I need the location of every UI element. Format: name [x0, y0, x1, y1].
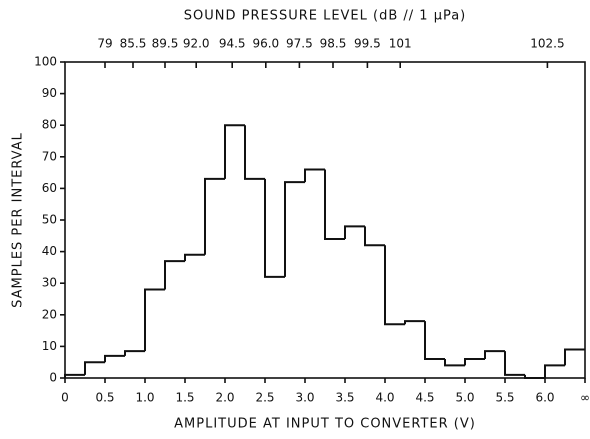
y-tick-label: 90 — [42, 86, 57, 100]
top-tick-label: 85.5 — [120, 37, 147, 51]
x-tick-label: 2.0 — [215, 391, 234, 405]
histogram-step — [204, 177, 225, 255]
histogram-step — [324, 169, 345, 240]
histogram-step — [104, 354, 125, 363]
x-tick-label: 1.0 — [135, 391, 154, 405]
histogram-step — [364, 226, 385, 247]
histogram-step — [264, 178, 285, 278]
y-tick-label: 10 — [42, 339, 57, 353]
histogram-step — [524, 374, 545, 379]
top-tick-label: 94.5 — [219, 37, 246, 51]
histogram-step — [124, 350, 145, 356]
histogram-step — [144, 288, 165, 352]
top-tick-label: 97.5 — [286, 37, 313, 51]
x-tick-label: 3.0 — [295, 391, 314, 405]
top-tick-label: 101 — [389, 37, 412, 51]
histogram-step — [444, 359, 465, 367]
histogram-step — [64, 373, 85, 378]
histogram-step — [344, 225, 365, 239]
y-tick-label: 80 — [42, 118, 57, 132]
histogram-step — [304, 168, 325, 183]
top-tick-label: 96.0 — [252, 37, 279, 51]
y-tick-label: 40 — [42, 244, 57, 258]
histogram-step — [84, 361, 105, 375]
top-tick-label: 89.5 — [152, 37, 179, 51]
x-tick-label: 4.0 — [375, 391, 394, 405]
y-tick-label: 30 — [42, 276, 57, 290]
x-tick-label: 1.5 — [175, 391, 194, 405]
top-tick-label: 99.5 — [354, 37, 381, 51]
y-tick-label: 0 — [49, 371, 57, 385]
histogram-step — [384, 245, 405, 326]
histogram-step — [164, 260, 185, 290]
x-tick-label: ∞ — [580, 391, 590, 405]
x-tick-label: 5.0 — [455, 391, 474, 405]
x-tick-label: 3.5 — [335, 391, 354, 405]
x-tick-label: 0.5 — [95, 391, 114, 405]
y-axis-title: SAMPLES PER INTERVAL — [11, 132, 26, 308]
histogram-step — [284, 181, 305, 277]
top-tick-label: 98.5 — [320, 37, 347, 51]
histogram-step — [424, 321, 445, 361]
x-tick-label: 2.5 — [255, 391, 274, 405]
x-tick-label: 0 — [61, 391, 69, 405]
histogram-step — [224, 124, 245, 179]
histogram-step — [404, 320, 425, 325]
histogram-step — [504, 351, 525, 376]
y-tick-label: 50 — [42, 213, 57, 227]
x-tick-label: 6.0 — [535, 391, 554, 405]
histogram-step — [184, 253, 205, 262]
x-tick-label: 5.5 — [495, 391, 514, 405]
top-axis-title: SOUND PRESSURE LEVEL (dB // 1 μPa) — [184, 9, 467, 24]
y-tick-label: 70 — [42, 149, 57, 163]
top-tick-label: 92.0 — [183, 37, 210, 51]
histogram-step — [464, 358, 485, 366]
y-tick-label: 60 — [42, 181, 57, 195]
top-tick-label: 102.5 — [530, 37, 564, 51]
top-tick-label: 79 — [97, 37, 112, 51]
y-tick-label: 20 — [42, 307, 57, 321]
histogram-step — [484, 350, 505, 360]
histogram-step — [564, 348, 585, 366]
histogram-step — [544, 364, 565, 378]
x-axis-title: AMPLITUDE AT INPUT TO CONVERTER (V) — [174, 417, 476, 432]
x-tick-label: 4.5 — [415, 391, 434, 405]
y-tick-label: 100 — [34, 55, 57, 69]
histogram-step — [244, 125, 265, 180]
